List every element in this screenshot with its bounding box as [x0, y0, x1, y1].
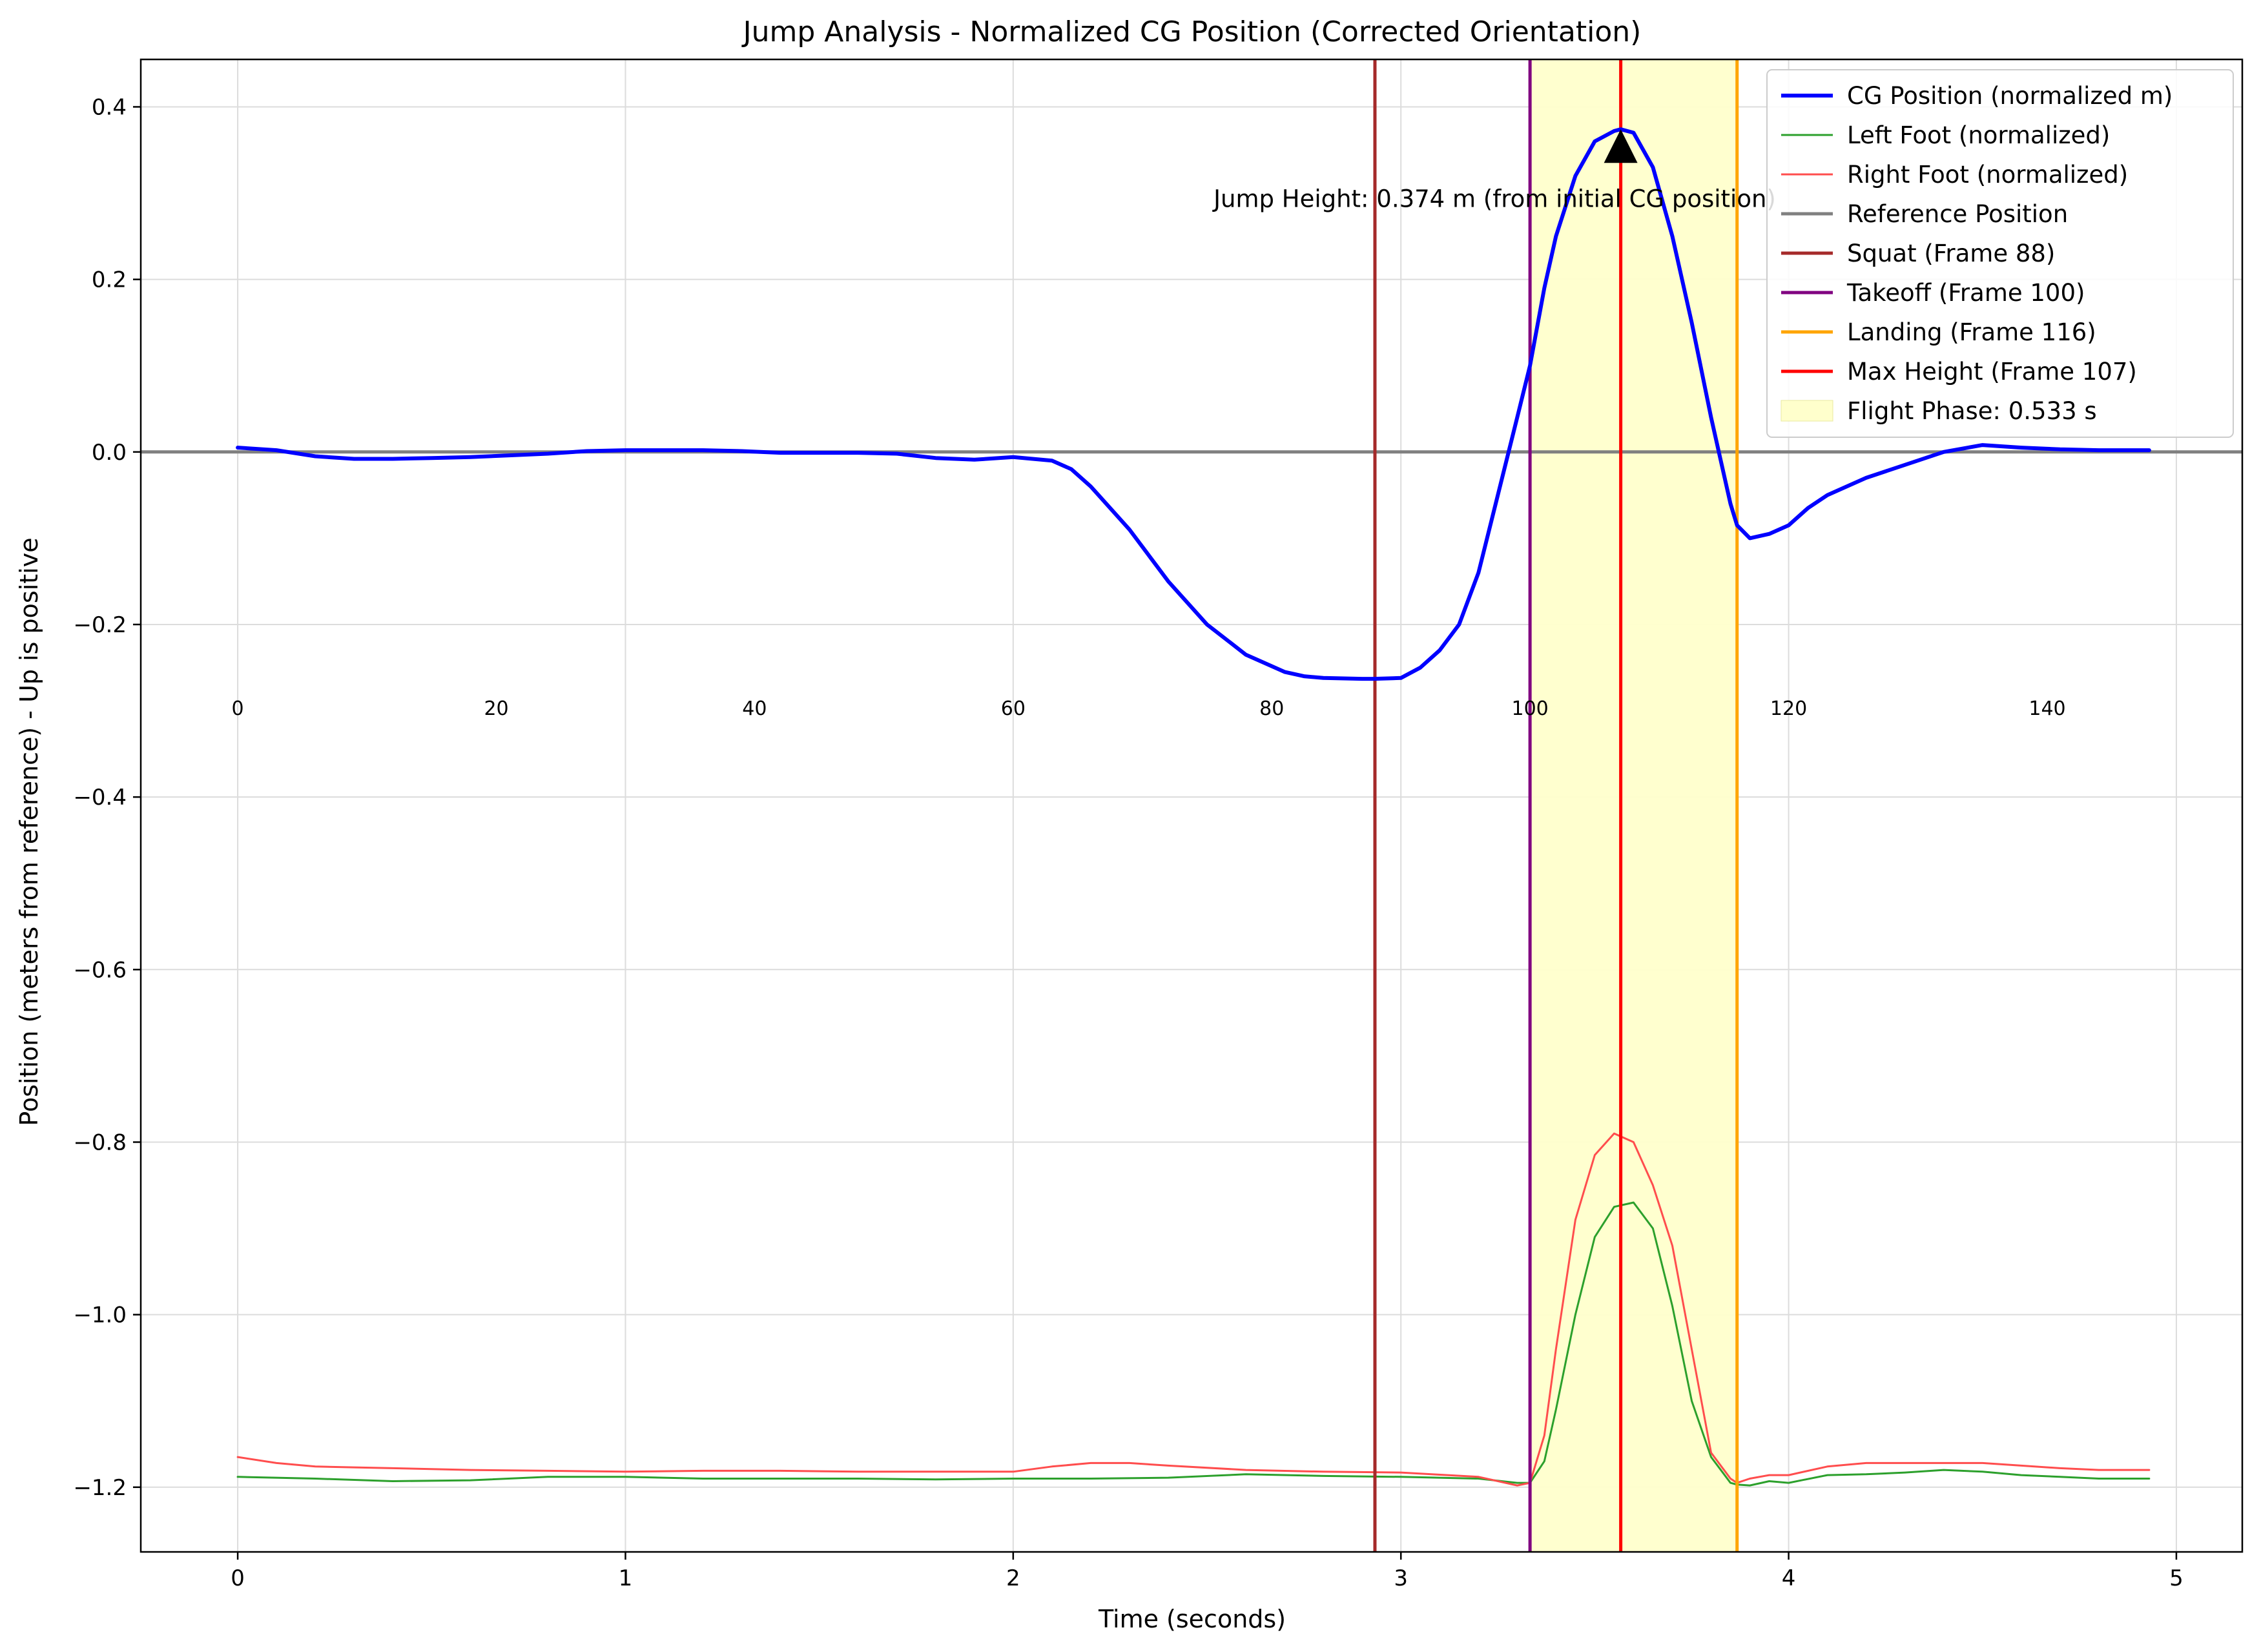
- x-tick-label: 5: [2169, 1565, 2184, 1591]
- frame-label: 100: [1511, 697, 1548, 720]
- legend-right-foot-label: Right Foot (normalized): [1847, 161, 2128, 189]
- frame-label: 120: [1770, 697, 1807, 720]
- axes-frame: [139, 58, 2244, 1553]
- x-tick-label: 1: [619, 1565, 633, 1591]
- frame-label: 140: [2029, 697, 2065, 720]
- y-tick-label: −0.6: [73, 957, 127, 983]
- y-tick-label: 0.0: [92, 440, 127, 466]
- y-tick-label: −1.2: [73, 1475, 127, 1501]
- x-tick-label: 2: [1006, 1565, 1020, 1591]
- legend-max-height-label: Max Height (Frame 107): [1847, 358, 2137, 386]
- y-tick-label: −1.0: [73, 1303, 127, 1328]
- chart-title: Jump Analysis - Normalized CG Position (…: [741, 15, 1642, 48]
- y-tick-label: −0.2: [73, 612, 127, 638]
- legend: CG Position (normalized m) Left Foot (nor…: [1766, 69, 2234, 438]
- flight-phase-band: [1530, 59, 1737, 1552]
- legend-squat-label: Squat (Frame 88): [1847, 240, 2055, 267]
- annotation-arrow: [1604, 129, 1638, 163]
- x-tick-label: 3: [1394, 1565, 1408, 1591]
- legend-landing-label: Landing (Frame 116): [1847, 318, 2096, 346]
- legend-reference-position-label: Reference Position: [1847, 200, 2068, 228]
- plot-content: [141, 59, 2242, 1552]
- legend-cg-position-label: CG Position (normalized m): [1847, 82, 2173, 110]
- y-tick-label: −0.4: [73, 785, 127, 811]
- annotation-text: Jump Height: 0.374 m (from initial CG po…: [1212, 185, 1776, 212]
- y-axis-label: Position (meters from reference) - Up is…: [15, 537, 43, 1126]
- legend-flight-phase-swatch: [1781, 400, 1833, 422]
- y-tick-label: 0.2: [92, 267, 127, 293]
- x-tick-label: 4: [1782, 1565, 1796, 1591]
- legend-flight-phase-label: Flight Phase: 0.533 s: [1847, 397, 2097, 425]
- frame-label: 60: [1001, 697, 1026, 720]
- frame-label: 0: [232, 697, 244, 720]
- x-axis-label: Time (seconds): [1098, 1605, 1286, 1633]
- y-tick-label: −0.8: [73, 1130, 127, 1155]
- series-line-right-foot: [236, 1132, 2151, 1487]
- legend-takeoff-label: Takeoff (Frame 100): [1846, 279, 2085, 307]
- x-tick-label: 0: [231, 1565, 245, 1591]
- frame-label: 80: [1259, 697, 1284, 720]
- legend-left-foot-label: Left Foot (normalized): [1847, 121, 2110, 149]
- frame-label: 20: [484, 697, 508, 720]
- series-line-cg-position: [236, 127, 2151, 681]
- frame-label: 40: [742, 697, 767, 720]
- series-line-left-foot: [236, 1201, 2151, 1487]
- y-tick-label: 0.4: [92, 94, 127, 120]
- legend-box: [1766, 69, 2234, 438]
